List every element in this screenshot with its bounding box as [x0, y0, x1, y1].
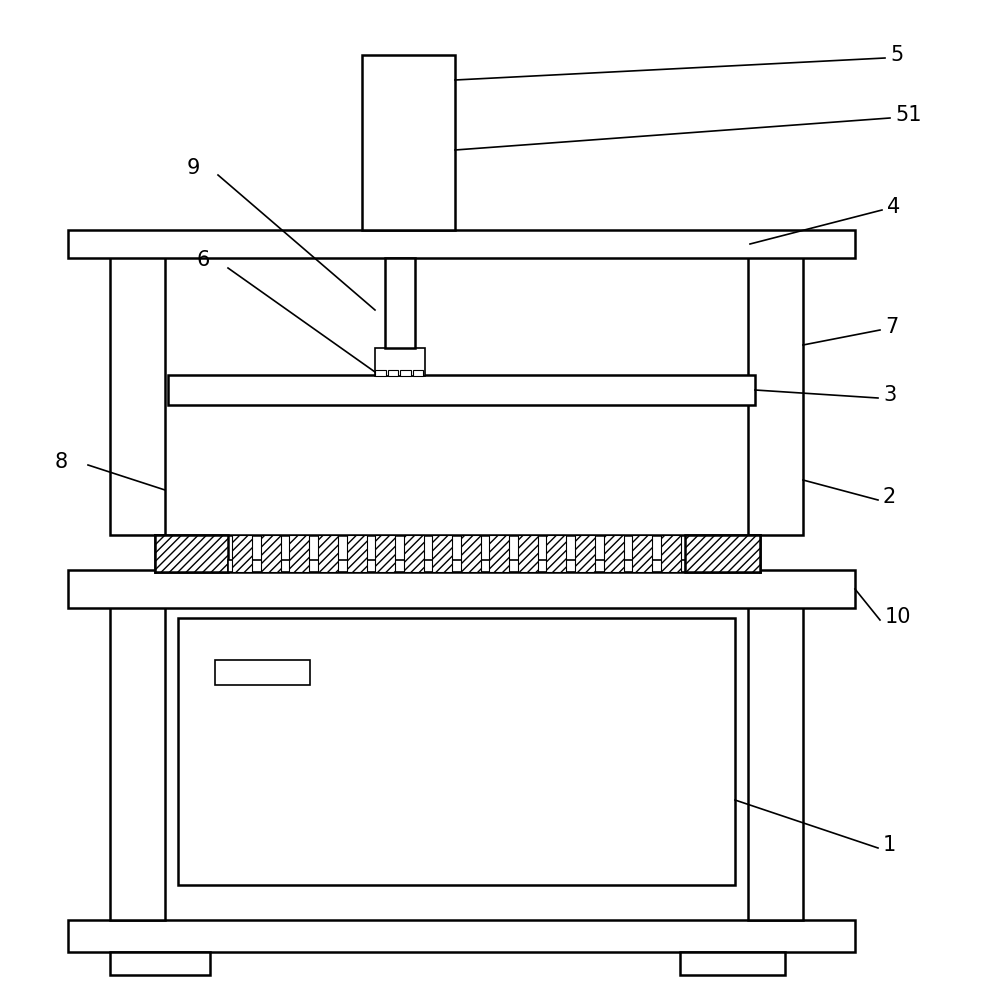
Bar: [362, 55, 455, 230]
Bar: [375, 370, 386, 376]
Polygon shape: [685, 535, 760, 572]
Text: 3: 3: [883, 385, 896, 405]
Bar: [748, 255, 803, 535]
Bar: [110, 952, 210, 975]
Polygon shape: [260, 535, 281, 572]
Polygon shape: [155, 535, 228, 572]
Polygon shape: [289, 535, 310, 572]
Bar: [215, 660, 310, 685]
Text: 2: 2: [883, 487, 896, 507]
Text: 8: 8: [54, 452, 68, 472]
Text: 4: 4: [887, 197, 900, 217]
Text: 5: 5: [890, 45, 903, 65]
Polygon shape: [660, 535, 681, 572]
Bar: [413, 370, 423, 376]
Text: 10: 10: [885, 607, 912, 627]
Bar: [385, 258, 415, 348]
Bar: [168, 375, 755, 405]
Text: 51: 51: [895, 105, 922, 125]
Polygon shape: [346, 535, 366, 572]
Text: 7: 7: [885, 317, 898, 337]
Polygon shape: [546, 535, 566, 572]
Text: 6: 6: [197, 250, 210, 270]
Bar: [68, 920, 855, 952]
Text: 1: 1: [883, 835, 896, 855]
Polygon shape: [233, 535, 252, 572]
Bar: [110, 255, 165, 535]
Bar: [110, 600, 165, 920]
Bar: [680, 952, 785, 975]
Polygon shape: [460, 535, 481, 572]
Polygon shape: [404, 535, 424, 572]
Polygon shape: [318, 535, 338, 572]
Bar: [68, 570, 855, 608]
Polygon shape: [489, 535, 509, 572]
Bar: [178, 618, 735, 885]
Polygon shape: [575, 535, 595, 572]
Bar: [228, 560, 685, 572]
Bar: [748, 600, 803, 920]
Bar: [387, 370, 398, 376]
Bar: [68, 230, 855, 258]
Polygon shape: [633, 535, 652, 572]
Bar: [400, 370, 411, 376]
Polygon shape: [433, 535, 452, 572]
Polygon shape: [518, 535, 538, 572]
Text: 9: 9: [187, 158, 200, 178]
Bar: [375, 348, 425, 376]
Polygon shape: [375, 535, 395, 572]
Polygon shape: [604, 535, 624, 572]
